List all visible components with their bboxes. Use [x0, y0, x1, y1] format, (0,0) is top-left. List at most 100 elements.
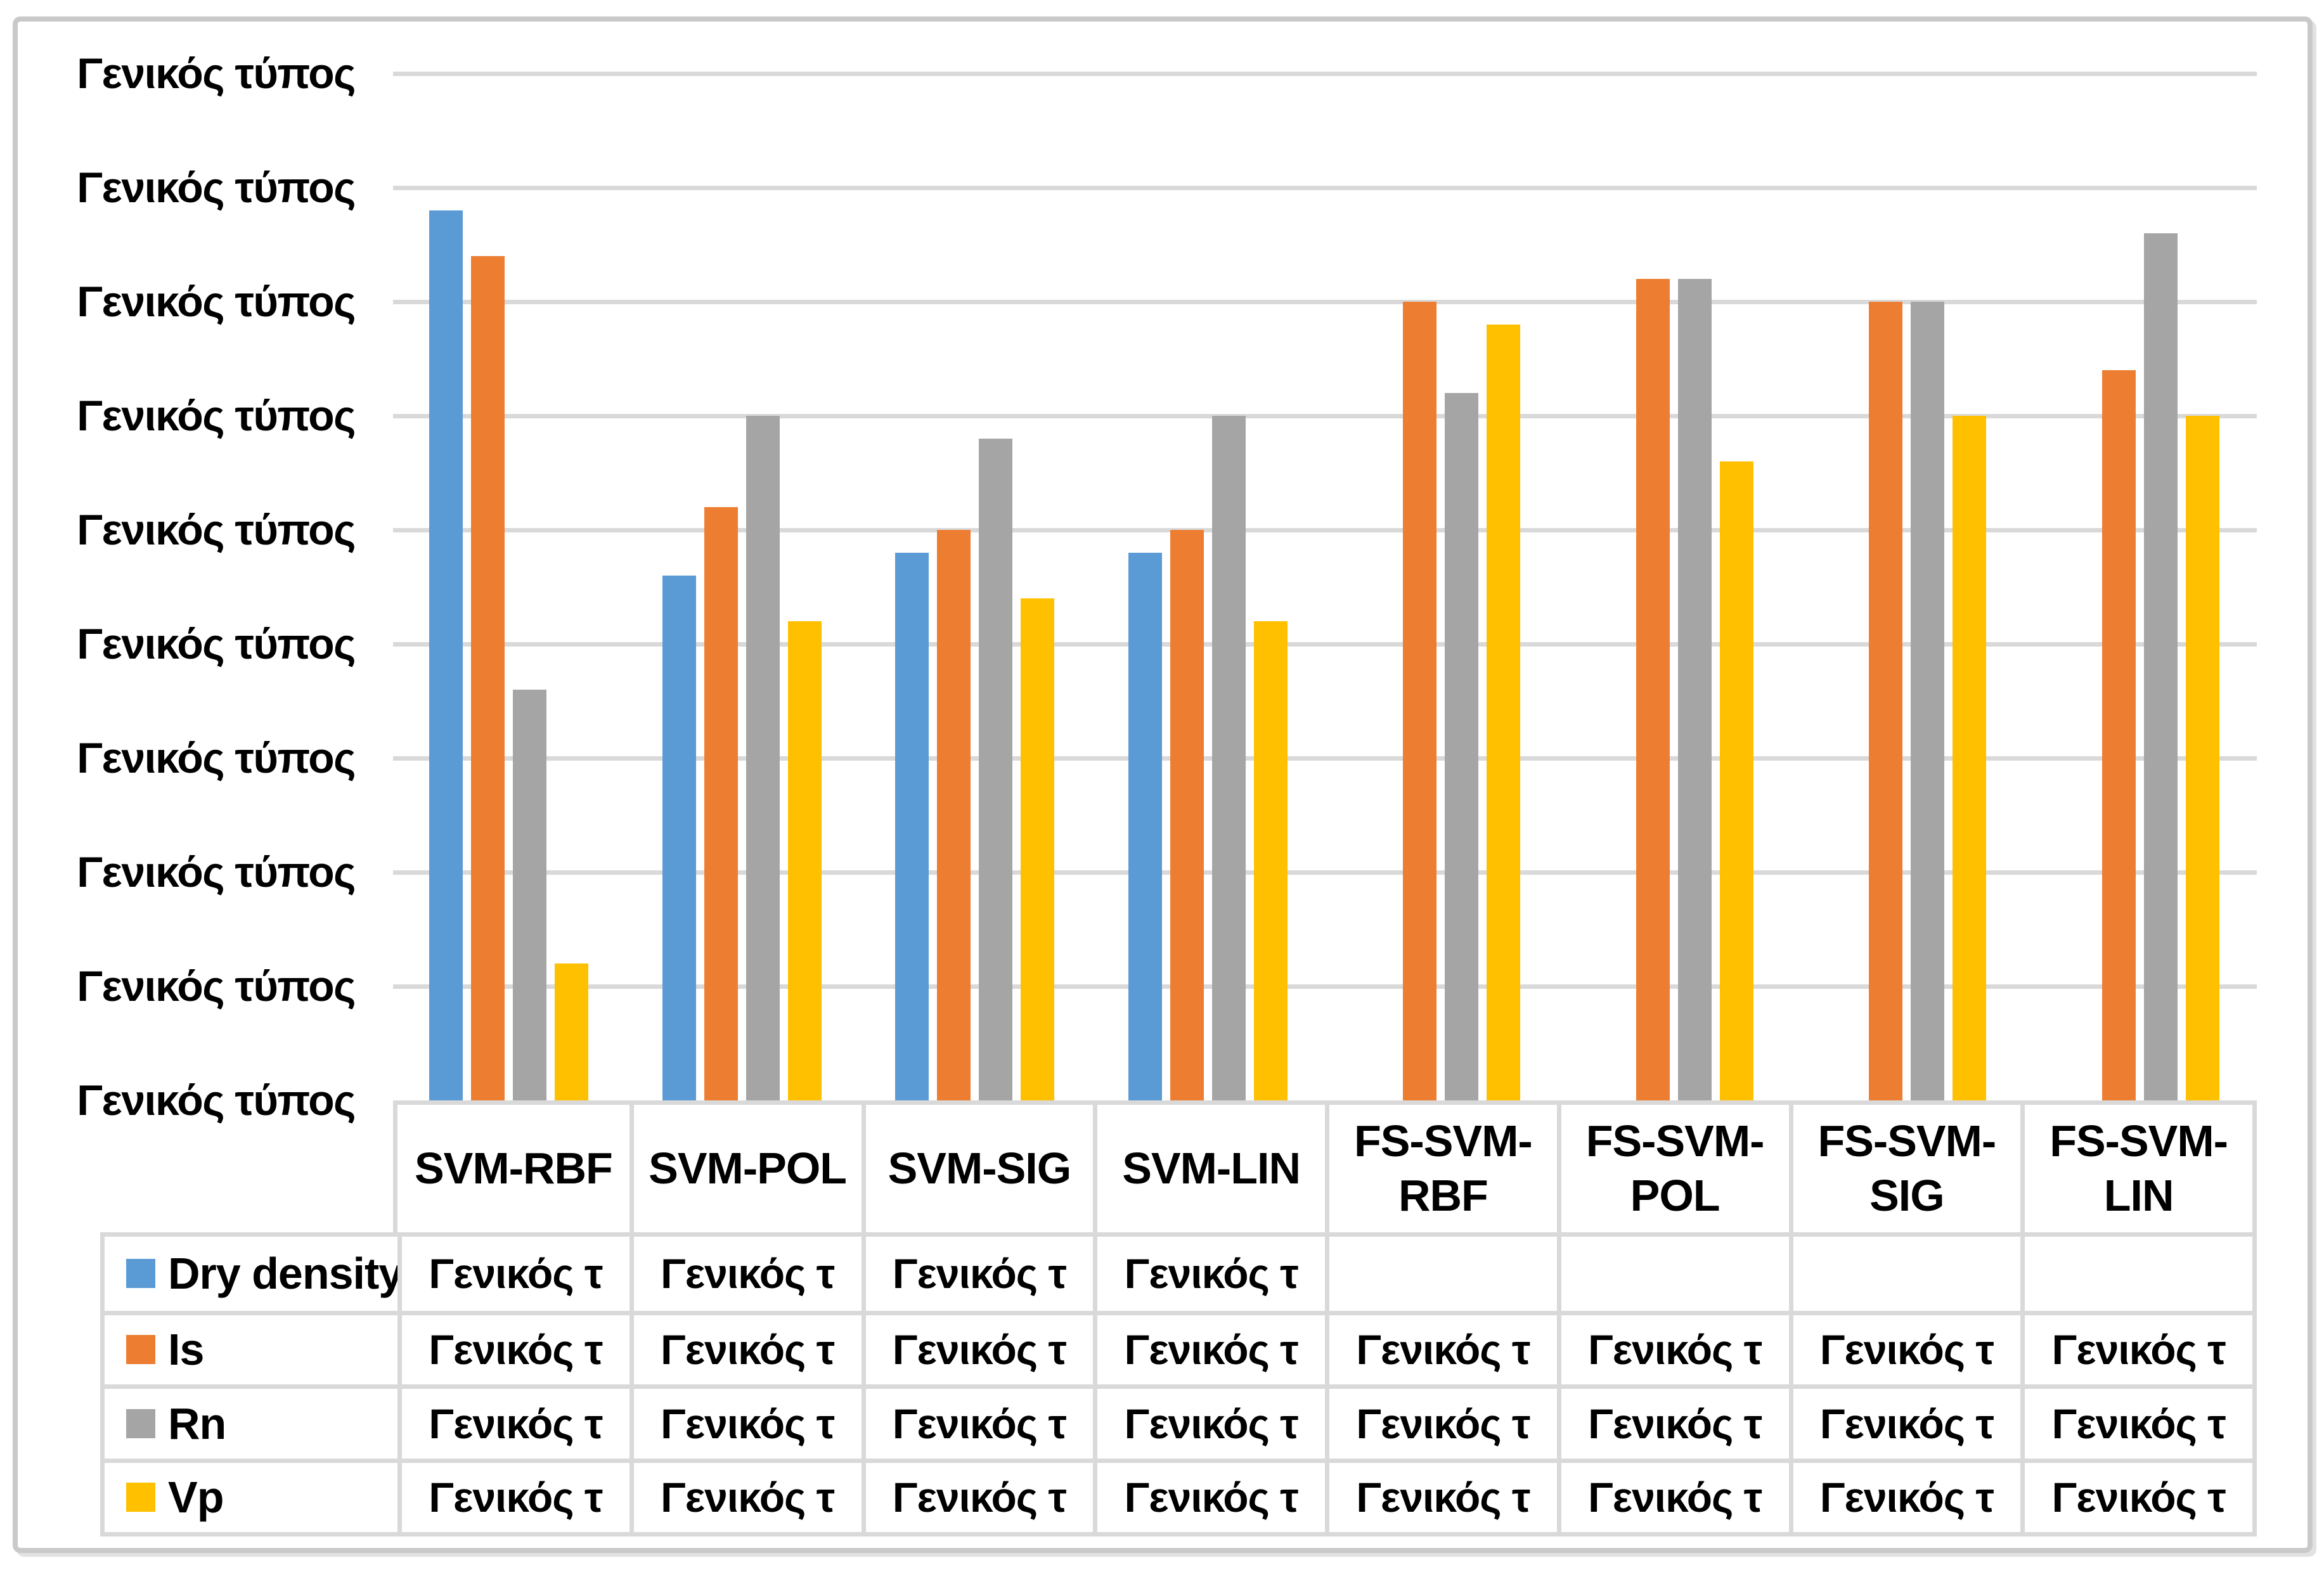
table-cell-vp-svm-rbf: Γενικός τ	[397, 1458, 629, 1532]
table-cell-rn-fs-svm-pol: Γενικός τ	[1556, 1384, 1789, 1459]
table-cell-dry-density-fs-svm-sig	[1788, 1237, 2021, 1311]
table-cell-dry-density-fs-svm-pol	[1556, 1237, 1789, 1311]
table-cell-is-fs-svm-lin: Γενικός τ	[2020, 1310, 2252, 1384]
y-axis-tick-label: Γενικός τύπος	[77, 506, 356, 554]
bar-is-svm-sig	[937, 530, 971, 1102]
gridline	[393, 72, 2257, 76]
table-cell-rn-svm-lin: Γενικός τ	[1093, 1384, 1325, 1459]
bar-is-svm-lin	[1170, 530, 1204, 1102]
legend-item-is: Is	[105, 1310, 397, 1385]
legend-color-swatch-dry-density	[126, 1259, 155, 1289]
category-header-fs-svm-lin: FS-SVM- LIN	[2020, 1105, 2252, 1232]
table-cell-is-fs-svm-rbf: Γενικός τ	[1325, 1310, 1557, 1384]
bar-rn-fs-svm-lin	[2143, 233, 2178, 1102]
chart-outer-border	[13, 16, 2313, 1553]
bar-rn-svm-rbf	[513, 690, 546, 1102]
y-axis-tick-label: Γενικός τύπος	[77, 734, 356, 782]
y-axis-tick-label: Γενικός τύπος	[77, 392, 356, 440]
y-axis-tick-label: Γενικός τύπος	[77, 164, 356, 212]
bar-vp-fs-svm-rbf	[1487, 325, 1520, 1102]
y-axis-tick-label: Γενικός τύπος	[77, 278, 356, 326]
category-header-fs-svm-pol: FS-SVM- POL	[1556, 1105, 1789, 1232]
table-cell-rn-fs-svm-lin: Γενικός τ	[2020, 1384, 2252, 1459]
table-cell-rn-fs-svm-rbf: Γενικός τ	[1325, 1384, 1557, 1459]
gridline	[393, 984, 2257, 989]
category-header-line: RBF	[1398, 1170, 1488, 1220]
bar-rn-fs-svm-sig	[1911, 302, 1944, 1102]
table-cell-is-svm-pol: Γενικός τ	[629, 1310, 862, 1384]
table-cell-vp-svm-lin: Γενικός τ	[1093, 1458, 1325, 1532]
y-axis-tick-label: Γενικός τύπος	[77, 1076, 356, 1124]
bar-is-fs-svm-rbf	[1403, 302, 1436, 1102]
bar-rn-svm-sig	[979, 439, 1012, 1102]
bar-vp-svm-rbf	[555, 963, 588, 1102]
bar-vp-fs-svm-sig	[1953, 416, 1986, 1102]
category-header-line: FS-SVM-	[1353, 1116, 1533, 1166]
table-cell-rn-svm-rbf: Γενικός τ	[397, 1384, 629, 1459]
bar-vp-fs-svm-lin	[2185, 416, 2219, 1102]
table-cell-is-svm-sig: Γενικός τ	[861, 1310, 1094, 1384]
gridline	[393, 756, 2257, 761]
bar-rn-svm-lin	[1211, 416, 1246, 1102]
table-cell-rn-svm-sig: Γενικός τ	[861, 1384, 1094, 1459]
category-header-line: FS-SVM-	[1817, 1116, 1996, 1166]
legend-item-vp: Vp	[105, 1458, 397, 1533]
bar-rn-svm-pol	[746, 416, 780, 1102]
bar-vp-svm-lin	[1253, 621, 1288, 1102]
legend-label: Is	[168, 1325, 204, 1375]
category-header-svm-lin: SVM-LIN	[1093, 1105, 1325, 1232]
table-cell-is-fs-svm-pol: Γενικός τ	[1556, 1310, 1789, 1384]
table-cell-is-svm-rbf: Γενικός τ	[397, 1310, 629, 1384]
legend-item-dry-density: Dry density	[105, 1237, 397, 1311]
legend-label: Vp	[168, 1472, 224, 1523]
table-cell-vp-fs-svm-lin: Γενικός τ	[2020, 1458, 2252, 1532]
data-table: Dry density Γενικός τ Γενικός τ Γενικός τ Γε…	[100, 1232, 2257, 1537]
bar-is-fs-svm-lin	[2101, 370, 2136, 1102]
legend-label: Dry density	[168, 1249, 397, 1299]
legend-color-swatch-vp	[126, 1483, 155, 1512]
category-header-fs-svm-sig: FS-SVM- SIG	[1788, 1105, 2021, 1232]
category-header-row: SVM-RBF SVM-POL SVM-SIG SVM-LIN FS-SVM- RBF FS…	[393, 1100, 2257, 1232]
table-cell-is-svm-lin: Γενικός τ	[1093, 1310, 1325, 1384]
bar-dry-density-svm-pol	[662, 576, 696, 1102]
table-cell-dry-density-svm-pol: Γενικός τ	[629, 1237, 862, 1311]
gridline	[393, 528, 2257, 532]
category-header-svm-rbf: SVM-RBF	[397, 1105, 629, 1232]
bar-is-fs-svm-pol	[1636, 279, 1670, 1102]
table-cell-dry-density-svm-lin: Γενικός τ	[1093, 1237, 1325, 1311]
table-cell-dry-density-fs-svm-rbf	[1325, 1237, 1557, 1311]
bar-is-svm-rbf	[471, 256, 505, 1102]
table-cell-vp-fs-svm-sig: Γενικός τ	[1788, 1458, 2021, 1532]
gridline	[393, 870, 2257, 875]
category-header-line: POL	[1630, 1170, 1720, 1220]
bar-is-svm-pol	[704, 507, 738, 1102]
gridline	[393, 642, 2257, 647]
table-cell-vp-svm-pol: Γενικός τ	[629, 1458, 862, 1532]
category-header-line: SVM-SIG	[888, 1143, 1072, 1193]
y-axis-tick-label: Γενικός τύπος	[77, 49, 356, 98]
y-axis-tick-label: Γενικός τύπος	[77, 848, 356, 896]
bar-rn-fs-svm-pol	[1677, 279, 1712, 1102]
y-axis-tick-label: Γενικός τύπος	[77, 620, 356, 668]
category-header-line: SIG	[1869, 1170, 1945, 1220]
category-header-line: SVM-LIN	[1122, 1143, 1301, 1193]
legend-item-rn: Rn	[105, 1384, 397, 1459]
table-cell-vp-fs-svm-rbf: Γενικός τ	[1325, 1458, 1557, 1532]
legend-color-swatch-is	[126, 1335, 155, 1365]
category-header-line: SVM-RBF	[414, 1143, 613, 1193]
category-header-svm-sig: SVM-SIG	[861, 1105, 1094, 1232]
y-axis-tick-label: Γενικός τύπος	[77, 962, 356, 1010]
legend-label: Rn	[168, 1398, 226, 1448]
gridline	[393, 186, 2257, 190]
bar-dry-density-svm-lin	[1128, 553, 1162, 1102]
gridline	[393, 300, 2257, 304]
category-header-fs-svm-rbf: FS-SVM- RBF	[1325, 1105, 1557, 1232]
table-cell-is-fs-svm-sig: Γενικός τ	[1788, 1310, 2021, 1384]
bar-vp-fs-svm-pol	[1719, 461, 1753, 1102]
table-cell-dry-density-fs-svm-lin	[2020, 1237, 2252, 1311]
category-header-line: FS-SVM-	[1585, 1116, 1765, 1166]
category-header-line: SVM-POL	[649, 1143, 847, 1193]
bar-vp-svm-pol	[787, 621, 822, 1102]
table-cell-rn-fs-svm-sig: Γενικός τ	[1788, 1384, 2021, 1459]
table-cell-vp-fs-svm-pol: Γενικός τ	[1556, 1458, 1789, 1532]
